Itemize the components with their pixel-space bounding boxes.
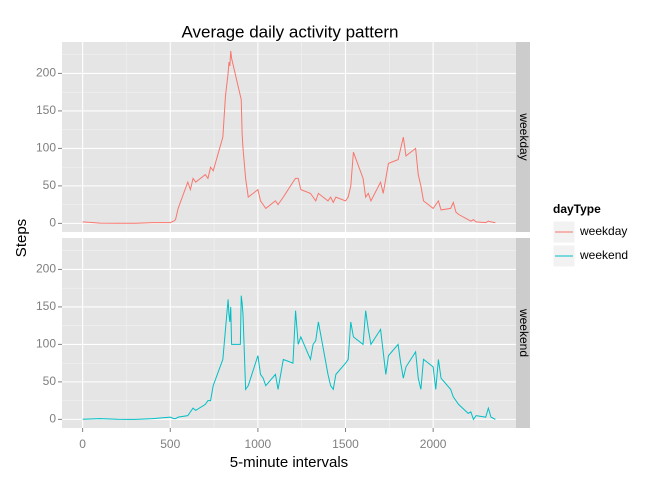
y-tick-label: 200	[36, 262, 56, 276]
y-tick-label: 100	[36, 337, 56, 351]
panel-background	[62, 238, 516, 428]
y-tick-label: 150	[36, 299, 56, 313]
y-tick-label: 50	[43, 374, 57, 388]
x-axis-label: 5-minute intervals	[230, 454, 348, 471]
legend-label: weekday	[579, 224, 627, 238]
y-tick-label: 0	[49, 216, 56, 230]
x-tick-label: 1500	[332, 437, 359, 451]
x-tick-label: 1000	[245, 437, 272, 451]
x-tick-label: 0	[79, 437, 86, 451]
series-line	[82, 295, 496, 421]
y-tick-label: 200	[36, 66, 56, 80]
y-tick-label: 150	[36, 103, 56, 117]
y-tick-label: 0	[49, 412, 56, 426]
panel-background	[62, 42, 516, 232]
chart-title: Average daily activity pattern	[181, 22, 398, 41]
series-line	[82, 50, 496, 224]
legend-title: dayType	[553, 202, 601, 216]
facet-strip	[516, 238, 530, 428]
facet-strip	[516, 42, 530, 232]
y-tick-label: 100	[36, 141, 56, 155]
y-axis-label: Steps	[13, 219, 30, 257]
facet-strip-label: weekend	[517, 308, 531, 357]
facet-strip-label: weekday	[517, 112, 531, 160]
y-tick-label: 50	[43, 178, 57, 192]
legend-label: weekend	[579, 248, 628, 262]
x-tick-label: 500	[160, 437, 180, 451]
x-tick-label: 2000	[420, 437, 447, 451]
